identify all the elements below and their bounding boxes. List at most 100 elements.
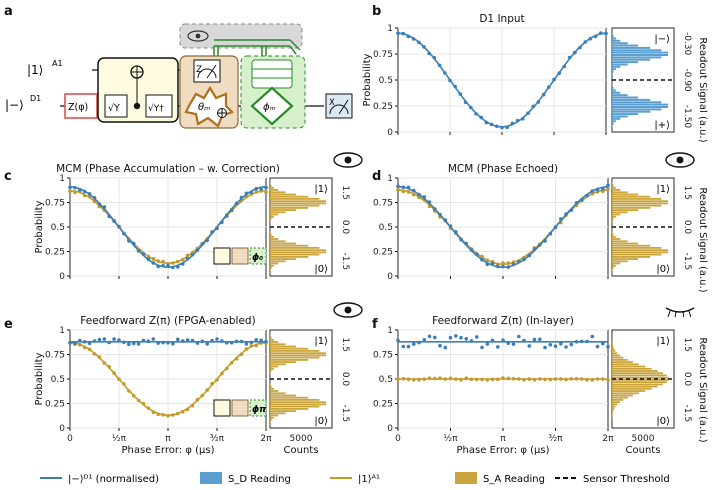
data-point-a1 <box>585 378 589 382</box>
y-axis-label: Probability <box>362 53 373 106</box>
histogram-bar <box>612 198 662 200</box>
counts-label: Counts <box>626 445 661 456</box>
data-point-d1 <box>422 338 427 342</box>
data-point-d1 <box>254 338 258 342</box>
data-point-a1 <box>538 377 542 381</box>
data-point-d1 <box>590 334 595 339</box>
phi-label: ϕₘ <box>263 102 276 113</box>
data-point-d1 <box>474 112 478 116</box>
data-point-a1 <box>264 190 268 194</box>
ytick-label: 0.5 <box>379 223 393 233</box>
data-point-d1 <box>180 262 185 266</box>
histogram-bar <box>612 35 614 38</box>
histogram-bar <box>612 113 639 116</box>
data-point-d1 <box>464 337 469 341</box>
histogram-bar <box>612 399 624 401</box>
data-point-d1 <box>107 340 111 345</box>
data-point-d1 <box>112 219 116 223</box>
histogram-bar <box>612 350 616 352</box>
state-top-label: |1⟩ <box>656 336 670 347</box>
histogram-bar <box>612 231 613 234</box>
histogram-bar <box>612 267 614 269</box>
lash <box>667 310 671 318</box>
lash <box>682 310 685 318</box>
readout-axis-label-top: Readout Signal (a.u.) <box>697 37 708 142</box>
histogram-bar <box>270 383 271 386</box>
data-point-a1 <box>501 261 505 265</box>
data-point-a1 <box>107 365 111 369</box>
data-point-a1 <box>553 377 558 381</box>
histogram-bar <box>270 249 327 252</box>
panel-title-c: MCM (Phase Accumulation – w. Correction) <box>56 163 280 175</box>
ytick-label: 0 <box>387 272 393 282</box>
mini-block <box>213 247 231 265</box>
data-point-d1 <box>595 344 600 349</box>
histogram-bar <box>612 260 628 263</box>
histogram-bar <box>612 68 616 71</box>
histogram-bar <box>270 209 297 211</box>
data-point-d1 <box>578 45 582 50</box>
data-point-d1 <box>463 100 468 105</box>
panel-title-b: D1 Input <box>479 13 524 25</box>
histogram-bar <box>612 264 616 267</box>
data-point-a1 <box>73 190 77 195</box>
data-point-d1 <box>580 198 584 202</box>
histogram-bar <box>612 361 633 363</box>
histogram-bar <box>612 401 620 404</box>
data-point-d1 <box>454 230 458 234</box>
histogram-bar <box>270 238 279 240</box>
data-point-d1 <box>102 337 107 341</box>
circuit-diagram: |1⟩ A1 |−⟩ D1 Z(φ) √Y √Y† Z θₘ ϕₘ <box>5 23 353 129</box>
data-point-a1 <box>443 377 448 381</box>
data-point-d1 <box>606 344 610 349</box>
histogram-bar <box>270 341 279 343</box>
data-point-a1 <box>485 378 490 382</box>
eye-icon <box>333 152 363 168</box>
histogram-bar <box>612 251 669 254</box>
ytick-label: 0 <box>59 272 65 282</box>
histogram-bar <box>612 51 669 54</box>
histogram-bar <box>270 359 309 361</box>
data-point-a1 <box>422 377 427 382</box>
histogram-bar <box>612 233 614 236</box>
state-bottom-label: |0⟩ <box>314 416 328 427</box>
data-point-d1 <box>541 92 546 97</box>
data-point-d1 <box>496 264 500 269</box>
data-point-d1 <box>156 341 160 345</box>
histogram-bar <box>612 98 651 101</box>
data-point-d1 <box>522 338 526 343</box>
data-point-d1 <box>547 85 551 89</box>
xtick-label: 0 <box>395 434 401 444</box>
data-point-d1 <box>136 249 141 253</box>
data-point-d1 <box>505 125 510 130</box>
data-point-d1 <box>422 195 427 199</box>
histogram-bar <box>612 54 669 56</box>
data-point-d1 <box>136 342 141 346</box>
ytick-label: 0.75 <box>373 199 393 209</box>
data-point-a1 <box>122 382 126 386</box>
data-point-d1 <box>593 34 598 39</box>
histogram-bar <box>612 410 614 412</box>
histogram-bar <box>270 414 279 417</box>
data-point-d1 <box>515 118 520 123</box>
data-point-a1 <box>448 376 453 381</box>
data-point-d1 <box>432 56 437 60</box>
data-point-d1 <box>112 337 116 341</box>
histogram-bar <box>612 374 667 377</box>
histogram-bar <box>612 356 624 359</box>
data-point-a1 <box>229 361 234 365</box>
histogram-bar <box>612 354 620 357</box>
data-point-d1 <box>573 50 577 55</box>
histogram-bar <box>612 58 651 61</box>
data-point-d1 <box>464 241 469 246</box>
y-axis-label: Probability <box>34 200 45 253</box>
data-point-d1 <box>548 343 553 347</box>
counts-tick: 5000 <box>632 434 655 444</box>
data-point-d1 <box>185 257 190 261</box>
data-point-a1 <box>506 261 511 265</box>
ytick-label: 1 <box>387 174 393 184</box>
data-point-d1 <box>485 342 490 346</box>
badge-label: ϕπ <box>252 405 267 415</box>
data-point-d1 <box>259 338 263 343</box>
